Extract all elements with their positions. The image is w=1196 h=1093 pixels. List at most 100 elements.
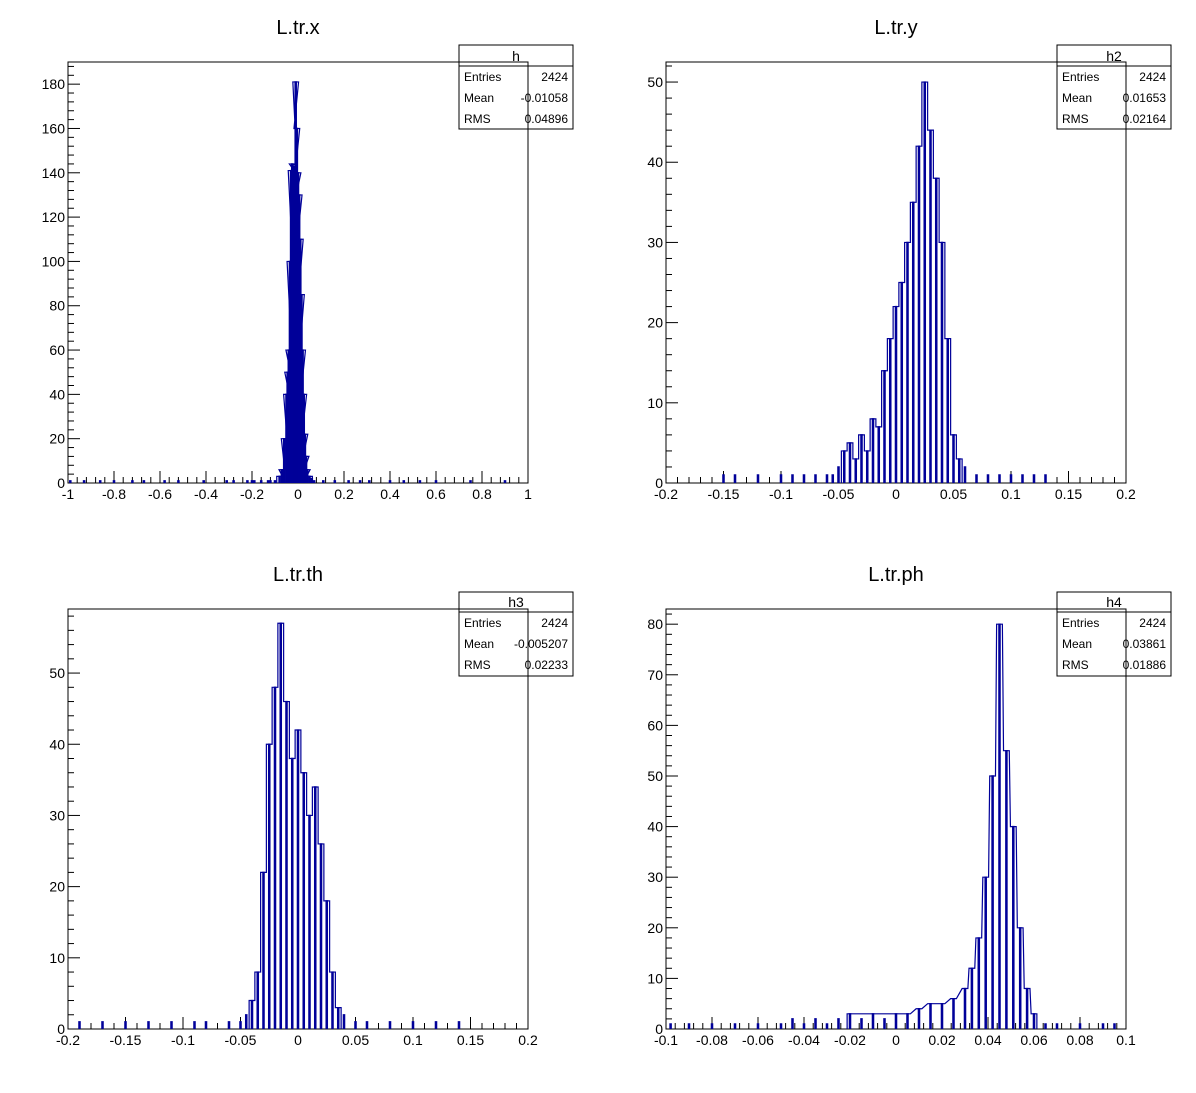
histogram-bin bbox=[342, 1014, 346, 1029]
histogram-bin bbox=[250, 480, 254, 483]
histogram-bin bbox=[929, 1003, 932, 1029]
stat-mean-label: Mean bbox=[1062, 91, 1092, 105]
y-tick-label: 70 bbox=[647, 667, 663, 683]
histogram-bin bbox=[687, 1023, 691, 1029]
y-tick-label: 80 bbox=[647, 616, 663, 632]
y-tick-label: 50 bbox=[647, 74, 663, 90]
histogram-bin bbox=[331, 971, 334, 1029]
stat-mean-value: -0.01058 bbox=[521, 91, 569, 105]
stat-entries-label: Entries bbox=[464, 70, 501, 84]
x-tick-label: -0.08 bbox=[696, 1032, 728, 1048]
histogram-bin bbox=[253, 480, 256, 483]
histogram-bin bbox=[934, 177, 938, 483]
histogram-bin bbox=[112, 480, 116, 483]
histogram-bin bbox=[273, 480, 277, 483]
x-tick-label: 0.2 bbox=[1116, 486, 1136, 502]
histogram-bin bbox=[262, 871, 265, 1029]
histogram-envelope bbox=[276, 81, 313, 483]
histogram-bin bbox=[906, 1013, 909, 1029]
histogram-bin bbox=[1032, 474, 1036, 483]
x-tick-label: 0 bbox=[294, 1032, 302, 1048]
histogram-bin bbox=[860, 434, 863, 483]
stats-box: h3 Entries 2424 Mean -0.005207 RMS 0.022… bbox=[458, 591, 574, 677]
histogram-bin bbox=[900, 281, 904, 483]
histogram-bin bbox=[290, 757, 294, 1029]
histogram-bin bbox=[101, 1021, 104, 1029]
y-tick-label: 160 bbox=[42, 120, 66, 136]
histogram-bin bbox=[142, 480, 146, 483]
histogram-bin bbox=[802, 1023, 806, 1029]
x-tick-label: 0.05 bbox=[940, 486, 967, 502]
histogram-bin bbox=[354, 1021, 357, 1029]
histogram-bin bbox=[322, 480, 325, 483]
histogram-bin bbox=[1078, 1023, 1082, 1029]
histogram-bin bbox=[418, 480, 422, 483]
histogram-bin bbox=[837, 1018, 840, 1029]
x-tick-label: 0.2 bbox=[334, 486, 354, 502]
histogram-envelope bbox=[248, 622, 342, 1029]
y-tick-label: 10 bbox=[49, 950, 65, 966]
x-tick-label: -0.2 bbox=[56, 1032, 80, 1048]
stat-mean-value: -0.005207 bbox=[514, 637, 568, 651]
y-tick-label: 20 bbox=[49, 431, 65, 447]
stat-mean-label: Mean bbox=[464, 637, 494, 651]
histogram-bin bbox=[722, 474, 725, 483]
histogram-bin bbox=[296, 729, 300, 1029]
histogram-bin bbox=[894, 1013, 898, 1029]
stat-entries-label: Entries bbox=[1062, 70, 1099, 84]
panel-title: L.tr.x bbox=[276, 17, 319, 39]
y-tick-label: 20 bbox=[647, 315, 663, 331]
histogram-bin bbox=[940, 241, 944, 483]
stat-rms-label: RMS bbox=[464, 112, 491, 126]
histogram-bin bbox=[365, 1021, 369, 1029]
stat-rms-value: 0.02233 bbox=[525, 658, 569, 672]
histogram-bin bbox=[848, 442, 852, 483]
stat-entries-label: Entries bbox=[1062, 616, 1099, 630]
x-tick-label: -0.15 bbox=[708, 486, 740, 502]
histogram-bin bbox=[894, 305, 898, 483]
y-tick-label: 100 bbox=[42, 253, 66, 269]
stats-box-frame bbox=[1056, 591, 1172, 677]
histogram-bin bbox=[963, 466, 967, 483]
histogram-bin bbox=[1044, 474, 1047, 483]
histogram-bin bbox=[877, 426, 881, 483]
y-tick-label: 0 bbox=[57, 1021, 65, 1037]
stats-box-frame bbox=[458, 591, 574, 677]
x-tick-label: 0 bbox=[892, 1032, 900, 1048]
histogram-bin bbox=[170, 1021, 173, 1029]
histogram-bin bbox=[957, 458, 961, 483]
histogram-bin bbox=[177, 480, 180, 483]
histogram-bin bbox=[273, 686, 277, 1029]
histogram-bin bbox=[457, 1021, 461, 1029]
histogram-bin bbox=[232, 480, 235, 483]
x-tick-label: 0.02 bbox=[928, 1032, 955, 1048]
histogram-bin bbox=[434, 480, 438, 483]
histogram-bin bbox=[756, 474, 760, 483]
histogram-bin bbox=[204, 1021, 208, 1029]
x-tick-label: -0.06 bbox=[742, 1032, 774, 1048]
y-tick-label: 0 bbox=[57, 475, 65, 491]
histogram-bin bbox=[402, 480, 406, 483]
x-tick-label: -0.2 bbox=[654, 486, 678, 502]
histogram-bin bbox=[906, 241, 909, 483]
histogram-bin bbox=[227, 1021, 231, 1029]
x-tick-label: -1 bbox=[62, 486, 75, 502]
histogram-bin bbox=[1044, 1023, 1047, 1029]
stat-entries-value: 2424 bbox=[1139, 616, 1166, 630]
histogram-bin bbox=[998, 623, 1001, 1029]
histogram-bin bbox=[837, 466, 840, 483]
histogram-bin bbox=[302, 772, 306, 1029]
panel-title: L.tr.th bbox=[273, 564, 323, 586]
histogram-bin bbox=[269, 480, 272, 483]
histogram-bin bbox=[244, 1014, 248, 1029]
histogram-bin bbox=[860, 1018, 863, 1029]
histogram-bin bbox=[434, 1021, 438, 1029]
y-tick-label: 180 bbox=[42, 76, 66, 92]
y-tick-label: 120 bbox=[42, 209, 66, 225]
histogram-envelope bbox=[846, 623, 1038, 1029]
stats-box-frame bbox=[1056, 44, 1172, 130]
x-tick-label: -0.15 bbox=[110, 1032, 142, 1048]
histogram-bin bbox=[888, 337, 892, 483]
histogram-bin bbox=[250, 999, 254, 1029]
